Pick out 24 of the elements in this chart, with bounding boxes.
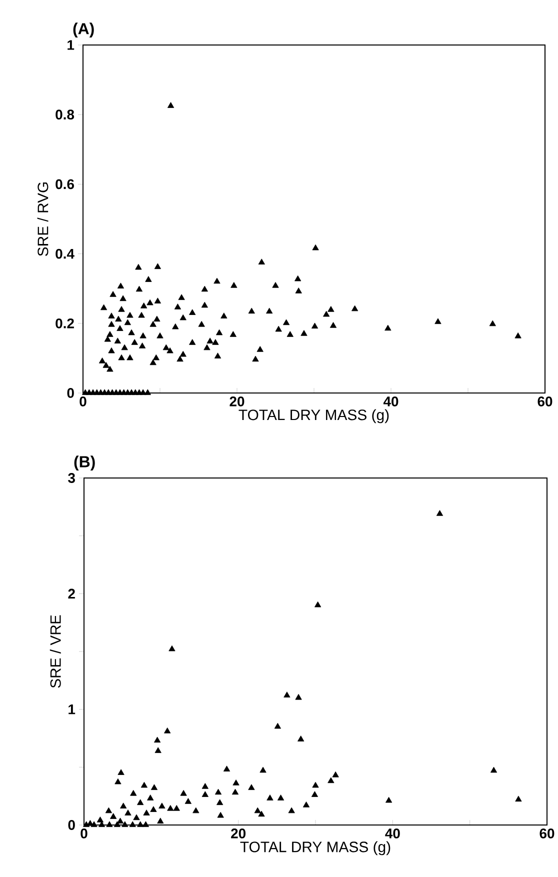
x-axis-title: TOTAL DRY MASS (g) (240, 841, 390, 856)
x-axis-title: TOTAL DRY MASS (g) (238, 409, 389, 424)
y-tick-label: 0.8 (56, 110, 74, 120)
x-tick-label: 60 (538, 396, 552, 406)
x-tick-label: 60 (540, 828, 554, 838)
x-tick-label: 0 (80, 828, 88, 838)
x-tick-label: 20 (231, 828, 246, 838)
x-tick-label: 40 (383, 396, 398, 406)
y-tick-label: 0.2 (56, 318, 74, 328)
y-tick-label: 0.6 (56, 179, 74, 190)
y-tick-label: 0 (67, 388, 74, 398)
y-axis-title: SRE / VRE (50, 615, 61, 688)
y-tick-label: 3 (68, 473, 75, 483)
y-tick-label: 0.4 (56, 248, 74, 259)
x-tick-label: 20 (230, 396, 244, 406)
y-tick-label: 0 (68, 820, 75, 830)
chart-title: (A) (73, 22, 94, 38)
y-tick-label: 1 (68, 40, 74, 50)
y-axis-title: SRE / RVG (37, 182, 48, 256)
y-tick-label: 2 (68, 588, 75, 599)
x-tick-label: 0 (80, 396, 86, 406)
chart-title: (B) (74, 456, 95, 471)
x-tick-label: 40 (385, 828, 400, 838)
y-tick-label: 1 (68, 704, 76, 714)
